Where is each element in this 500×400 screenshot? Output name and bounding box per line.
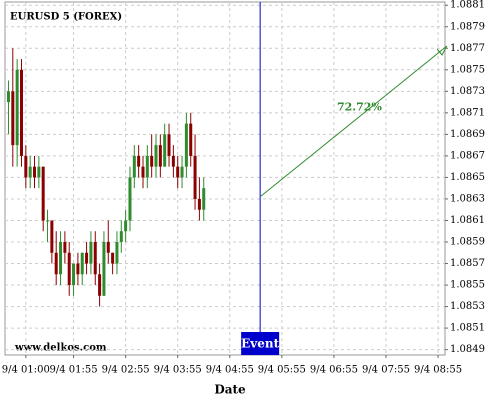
x-tick-label: 9/4 04:55 [206,365,254,376]
candle-body [98,274,102,296]
candle-body [67,252,71,286]
candle-body [85,252,89,264]
candle-body [150,155,154,167]
candle-body [197,198,201,210]
candle-body [128,177,132,221]
y-tick-label: 1.0877 [450,43,485,54]
candle-body [137,155,141,167]
candle-body [189,123,193,156]
x-tick-label: 9/4 07:55 [362,365,410,376]
candle-body [33,166,37,178]
candle-body [180,166,184,178]
y-tick-label: 1.0863 [450,193,485,204]
candle-body [93,241,97,275]
candle-body [193,155,197,199]
y-tick-label: 1.0853 [450,301,485,312]
candle-body [102,241,106,296]
y-tick-label: 1.0875 [450,64,485,75]
x-tick-label: 9/4 03:55 [154,365,202,376]
candle-body [115,241,119,264]
candle-body [41,166,45,221]
x-tick-label: 9/4 02:55 [102,365,150,376]
candle-body [124,220,128,232]
y-tick-label: 1.0869 [450,129,485,140]
candle-body [50,220,54,253]
x-tick-label: 9/4 05:55 [258,365,306,376]
forecast-label: 72.72% [337,100,382,113]
y-tick-label: 1.0871 [450,107,485,118]
candle-body [24,155,28,178]
x-tick-label: 9/4 06:55 [310,365,358,376]
candle-body [54,252,58,275]
candle-body [63,241,67,253]
candle-body [46,220,50,222]
candle-body [72,263,76,286]
event-label: Event [241,337,279,351]
candle-body [176,166,180,178]
candle-body [167,134,171,156]
candle-body [202,188,206,210]
y-tick-label: 1.0881 [450,0,485,11]
y-tick-label: 1.0849 [450,344,485,355]
y-tick-label: 1.0859 [450,236,485,247]
x-tick-label: 9/4 08:55 [414,365,462,376]
candle-body [158,145,162,167]
plot-frame [4,1,446,356]
candle-body [11,91,15,146]
candle-body [28,166,32,178]
candle-body [19,69,23,156]
y-tick-label: 1.0855 [450,280,485,291]
candle-body [76,263,80,275]
y-tick-label: 1.0873 [450,86,485,97]
candle-body [132,155,136,178]
chart-title: EURUSD 5 (FOREX) [10,12,122,23]
candle-body [80,252,84,275]
candle-body [184,123,188,167]
candle-body [37,166,41,178]
candle-body [59,241,63,275]
y-tick-label: 1.0867 [450,150,485,161]
candle-body [89,241,93,264]
candle-body [163,134,167,167]
watermark: www.delkos.com [14,343,107,354]
candle-body [119,231,123,242]
candle-body [141,166,145,178]
candle-body [171,155,175,167]
y-tick-label: 1.0879 [450,21,485,32]
x-axis-label: Date [214,383,246,397]
arrow-head [436,45,448,56]
y-tick-label: 1.0851 [450,323,485,334]
y-tick-label: 1.0865 [450,172,485,183]
candle-body [15,69,19,146]
candle-body [154,145,158,167]
forecast-arrow [259,45,448,198]
candle-body [6,91,10,103]
y-tick-label: 1.0861 [450,215,485,226]
y-tick-label: 1.0857 [450,258,485,269]
x-tick-label: 9/4 01:55 [50,365,98,376]
candle-body [106,241,110,253]
candle-body [111,252,115,264]
event-box [241,332,280,355]
candle-body [145,155,149,178]
x-tick-label: 9/4 01:00 [2,365,50,376]
